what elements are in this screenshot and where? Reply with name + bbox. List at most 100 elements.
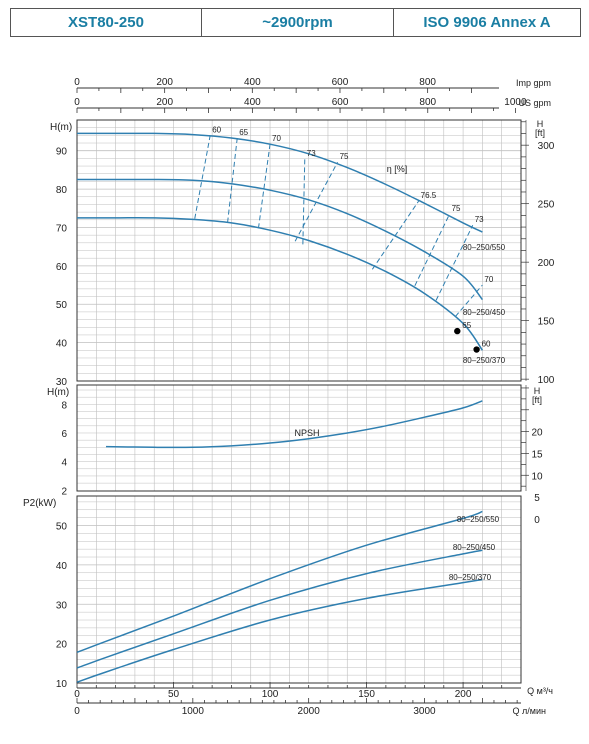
- npsh-axis-title: H(m): [47, 387, 69, 398]
- head-ft-label: 200: [538, 258, 555, 269]
- efficiency-label: 70: [484, 275, 493, 284]
- head-tick-label: 90: [56, 147, 68, 158]
- npsh-ft-label: 0: [534, 515, 540, 526]
- head-tick-label: 70: [56, 223, 68, 234]
- duty-point: [473, 346, 480, 353]
- q-m3h-label: 0: [74, 689, 80, 700]
- npsh-ft-unit: [ft]: [532, 395, 542, 405]
- power-curve: [76, 510, 483, 654]
- us-tick-label: 400: [244, 97, 261, 108]
- q-m3h-label: 100: [262, 689, 279, 700]
- q-m3h-label: 50: [168, 689, 180, 700]
- efficiency-label: 60: [212, 125, 221, 134]
- head-series-label: 80–250/450: [463, 308, 506, 317]
- head-tick-label: 80: [56, 185, 68, 196]
- head-ft-unit: [ft]: [535, 128, 545, 138]
- npsh-ft-label: 20: [531, 428, 543, 439]
- efficiency-line: [227, 137, 238, 223]
- npsh-tick-label: 2: [61, 486, 67, 497]
- us-tick-label: 600: [332, 97, 349, 108]
- head-ft-label: 250: [538, 200, 555, 211]
- npsh-curve: [105, 400, 483, 449]
- efficiency-line: [454, 284, 483, 317]
- panel-frames: [76, 87, 529, 704]
- efficiency-label: 73: [475, 215, 484, 224]
- head-tick-label: 30: [56, 377, 68, 388]
- power-series-label: 80–250/450: [453, 543, 496, 552]
- power-tick-label: 30: [56, 600, 68, 611]
- us-tick-label: 1000: [504, 97, 527, 108]
- imp-tick-label: 0: [74, 77, 80, 88]
- power-curve: [76, 578, 483, 683]
- imp-axis-label: Imp gpm: [516, 78, 551, 88]
- npsh-series-label: NPSH: [294, 428, 319, 438]
- efficiency-label: 76.5: [421, 191, 437, 200]
- model-label: XST80-250: [68, 14, 144, 31]
- performance-curves: [76, 132, 484, 683]
- power-tick-label: 40: [56, 561, 68, 572]
- chart-grid: [77, 120, 521, 683]
- head-tick-label: 60: [56, 262, 68, 273]
- duty-point-label: 65: [462, 321, 471, 330]
- efficiency-lines: [194, 135, 483, 317]
- speed-label: ~2900rpm: [201, 9, 393, 36]
- q-m3h-label: 150: [358, 689, 375, 700]
- head-series-label: 80–250/370: [463, 356, 506, 365]
- head-curve: [76, 132, 483, 233]
- efficiency-line: [414, 213, 451, 287]
- power-series-label: 80–250/370: [449, 573, 492, 582]
- standard-label: ISO 9906 Annex A: [393, 9, 580, 36]
- efficiency-label: 70: [272, 134, 281, 143]
- efficiency-line: [257, 144, 271, 229]
- efficiency-label: 73: [307, 149, 316, 158]
- npsh-tick-label: 8: [61, 400, 67, 411]
- panel-frame-power: [76, 495, 522, 684]
- npsh-tick-label: 6: [61, 429, 67, 440]
- power-tick-label: 20: [56, 640, 68, 651]
- power-series-label: 80–250/550: [457, 515, 500, 524]
- head-curve: [77, 178, 483, 301]
- efficiency-line: [194, 135, 211, 219]
- efficiency-line: [435, 224, 474, 301]
- efficiency-line: [371, 200, 420, 270]
- power-tick-label: 10: [56, 679, 68, 690]
- efficiency-title: η [%]: [387, 164, 408, 174]
- power-axis-title: P2(kW): [23, 498, 56, 509]
- q-lmin-label: 1000: [182, 706, 205, 717]
- power-curve: [76, 549, 483, 669]
- head-ft-label: 100: [538, 375, 555, 386]
- head-tick-label: 50: [56, 300, 68, 311]
- q-lmin-label: 3000: [413, 706, 436, 717]
- us-tick-label: 800: [419, 97, 436, 108]
- efficiency-label: 65: [239, 128, 248, 137]
- npsh-ft-title: H: [534, 386, 541, 396]
- header-bar: XST80-250 ~2900rpm ISO 9906 Annex A: [10, 8, 581, 37]
- head-series-label: 80–250/550: [463, 243, 506, 252]
- power-tick-label: 50: [56, 522, 68, 533]
- duty-point: [454, 327, 461, 335]
- duty-point-label: 60: [482, 340, 491, 349]
- npsh-tick-label: 4: [61, 458, 67, 469]
- head-ft-label: 150: [538, 317, 555, 328]
- q-m3h-label: 200: [455, 689, 472, 700]
- npsh-ft-label: 15: [531, 449, 543, 460]
- q-lmin-label: 0: [74, 706, 80, 717]
- q-lmin-title: Q л/мин: [513, 706, 546, 716]
- head-ft-title: H: [537, 119, 544, 129]
- q-m3h-title: Q м³/ч: [527, 686, 553, 696]
- head-ft-label: 300: [538, 141, 555, 152]
- us-axis-label: US gpm: [518, 98, 551, 108]
- npsh-ft-label: 5: [534, 493, 540, 504]
- efficiency-line: [302, 158, 306, 245]
- efficiency-label: 75: [452, 204, 461, 213]
- npsh-ft-label: 10: [531, 471, 543, 482]
- head-curve: [77, 217, 484, 351]
- imp-tick-label: 800: [419, 77, 436, 88]
- us-tick-label: 200: [156, 97, 173, 108]
- head-axis-title: H(m): [50, 122, 72, 133]
- efficiency-label: 75: [340, 152, 349, 161]
- head-tick-label: 40: [56, 339, 68, 350]
- q-lmin-label: 2000: [298, 706, 321, 717]
